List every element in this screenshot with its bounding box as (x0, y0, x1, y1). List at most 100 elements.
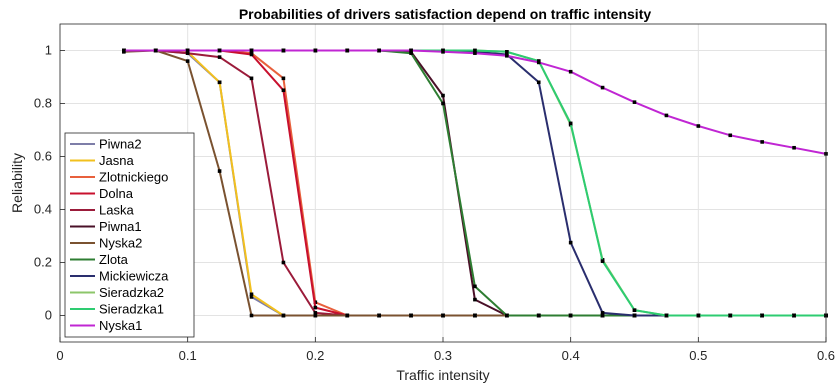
data-point (568, 121, 573, 126)
y-tick-label: 0.8 (34, 96, 52, 111)
data-point (473, 51, 477, 55)
data-point (600, 311, 605, 315)
data-point (473, 284, 477, 289)
legend-item-laska[interactable]: Laska (70, 203, 134, 218)
series-nyska1 (122, 48, 828, 156)
data-point (441, 313, 445, 318)
data-point (664, 113, 669, 118)
data-point (441, 93, 445, 98)
data-point (249, 295, 254, 299)
data-point (281, 88, 286, 93)
legend-item-piwna2[interactable]: Piwna2 (70, 137, 142, 152)
data-point (185, 48, 190, 53)
legend-item-zlotnickiego[interactable]: Zlotnickiego (70, 170, 168, 185)
data-point (664, 313, 669, 318)
data-point (281, 260, 286, 265)
data-point (792, 313, 796, 318)
data-point (728, 313, 733, 318)
data-point (536, 80, 541, 85)
data-point (568, 240, 573, 245)
data-point (345, 48, 350, 53)
legend-label: Zlota (99, 252, 129, 267)
x-tick-label: 0.5 (689, 348, 707, 363)
legend-item-nyska1[interactable]: Nyska1 (70, 318, 142, 333)
legend-box (64, 132, 195, 338)
x-tick-label: 0.1 (179, 348, 197, 363)
data-point (217, 80, 222, 85)
legend-label: Piwna1 (99, 219, 142, 234)
data-point (536, 60, 541, 65)
data-point (473, 297, 477, 302)
data-point (441, 101, 445, 106)
data-point (249, 76, 254, 81)
x-tick-label: 0 (56, 348, 63, 363)
data-point (345, 313, 350, 318)
data-point (441, 50, 445, 54)
data-point (281, 313, 286, 318)
data-point (600, 85, 605, 90)
y-axis-label: Reliability (9, 153, 25, 213)
data-point (185, 59, 190, 63)
data-point (600, 259, 605, 263)
legend-label: Sieradzka1 (99, 302, 164, 317)
data-point (249, 313, 254, 318)
data-point (760, 313, 764, 318)
legend-label: Zlotnickiego (99, 170, 168, 185)
legend-item-zlota[interactable]: Zlota (70, 252, 129, 267)
data-point (313, 305, 318, 310)
data-point (409, 48, 413, 53)
data-point (217, 55, 222, 59)
data-point (249, 52, 254, 57)
legend-label: Nyska1 (99, 318, 142, 333)
legend-item-dolna[interactable]: Dolna (70, 186, 134, 201)
data-point (473, 313, 477, 318)
data-point (313, 313, 318, 318)
data-point (568, 313, 573, 318)
data-point (536, 313, 541, 318)
data-point (185, 51, 190, 55)
data-point (377, 313, 381, 318)
legend-label: Mickiewicza (99, 269, 169, 284)
data-point (153, 48, 158, 53)
data-point (281, 48, 286, 53)
legend-item-piwna1[interactable]: Piwna1 (70, 219, 142, 234)
data-point (313, 311, 318, 315)
data-point (505, 313, 509, 318)
legend-item-jasna[interactable]: Jasna (70, 153, 134, 168)
data-point (632, 308, 637, 312)
data-point (409, 313, 413, 318)
legend-item-sieradzka1[interactable]: Sieradzka1 (70, 302, 164, 317)
data-point (473, 48, 477, 53)
legend-label: Piwna2 (99, 137, 142, 152)
data-point (249, 48, 254, 53)
legend-item-sieradzka2[interactable]: Sieradzka2 (70, 285, 164, 300)
data-point (122, 48, 126, 53)
legend-item-nyska2[interactable]: Nyska2 (70, 236, 142, 251)
y-tick-label: 0.4 (34, 202, 52, 217)
data-point (792, 145, 796, 150)
data-point (696, 313, 701, 318)
legend-item-mickiewicza[interactable]: Mickiewicza (70, 269, 169, 284)
data-point (377, 48, 381, 53)
data-point (217, 169, 222, 173)
data-point (632, 100, 637, 104)
y-tick-label: 0.2 (34, 255, 52, 270)
x-axis-label: Traffic intensity (396, 367, 489, 383)
x-tick-label: 0.4 (562, 348, 580, 363)
x-tick-label: 0.3 (434, 348, 452, 363)
data-point (568, 69, 573, 74)
x-axis-ticks: 0 0.1 0.2 0.3 0.4 0.5 0.6 (56, 337, 835, 363)
data-point (217, 48, 222, 53)
data-point (600, 313, 605, 318)
data-point (728, 133, 733, 138)
data-point (696, 124, 701, 128)
y-tick-label: 0.6 (34, 149, 52, 164)
legend-label: Dolna (99, 186, 134, 201)
x-tick-label: 0.2 (306, 348, 324, 363)
y-tick-label: 0 (45, 308, 52, 323)
legend-label: Laska (99, 203, 134, 218)
chart-title: Probabilities of drivers satisfaction de… (239, 6, 652, 22)
legend-label: Jasna (99, 153, 134, 168)
